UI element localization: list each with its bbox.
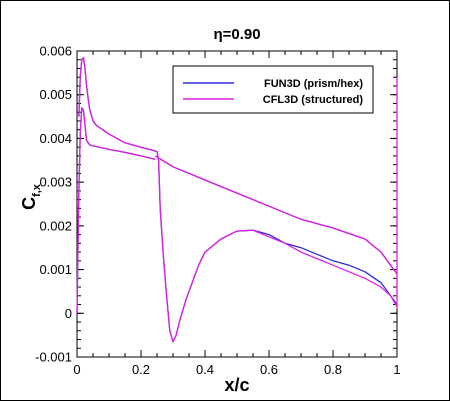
legend-label: CFL3D (structured) [263,94,364,106]
legend-box [172,65,374,114]
plot-area: 0 0.2 0.4 0.6 0.8 1-0.00100.0010.0020.0030.00… [35,44,400,378]
y-tick-label: 0 [65,306,72,321]
y-tick-label: 0.002 [39,218,72,233]
y-tick-label: 0.005 [39,87,72,102]
y-axis-label-main: C [19,197,39,210]
x-axis-label: x/c [224,375,249,395]
x-tick-label: 0.6 [260,362,278,377]
x-tick-label: 0.4 [196,362,214,377]
legend: FUN3D (prism/hex) CFL3D (structured) [172,65,374,114]
y-axis-label: Cf,x [19,183,43,210]
series-line-cfl3d [155,155,398,275]
chart-title: η=0.90 [213,26,260,43]
legend-label: FUN3D (prism/hex) [264,78,363,90]
y-axis-label-sub: f,x [31,183,43,197]
y-tick-label: 0.001 [39,262,72,277]
series-line-fun3d [155,155,398,275]
x-tick-label: 1 [393,362,400,377]
x-tick-label: 0 [73,362,80,377]
x-tick-label: 0.8 [324,362,342,377]
y-tick-label: 0.004 [39,131,72,146]
y-tick-label: 0.006 [39,44,72,59]
y-tick-label: 0.003 [39,175,72,190]
x-tick-label: 0.2 [132,362,150,377]
series-line-cfl3d [76,107,156,314]
series-line-cfl3d [78,56,398,343]
y-tick-label: -0.001 [35,350,72,365]
